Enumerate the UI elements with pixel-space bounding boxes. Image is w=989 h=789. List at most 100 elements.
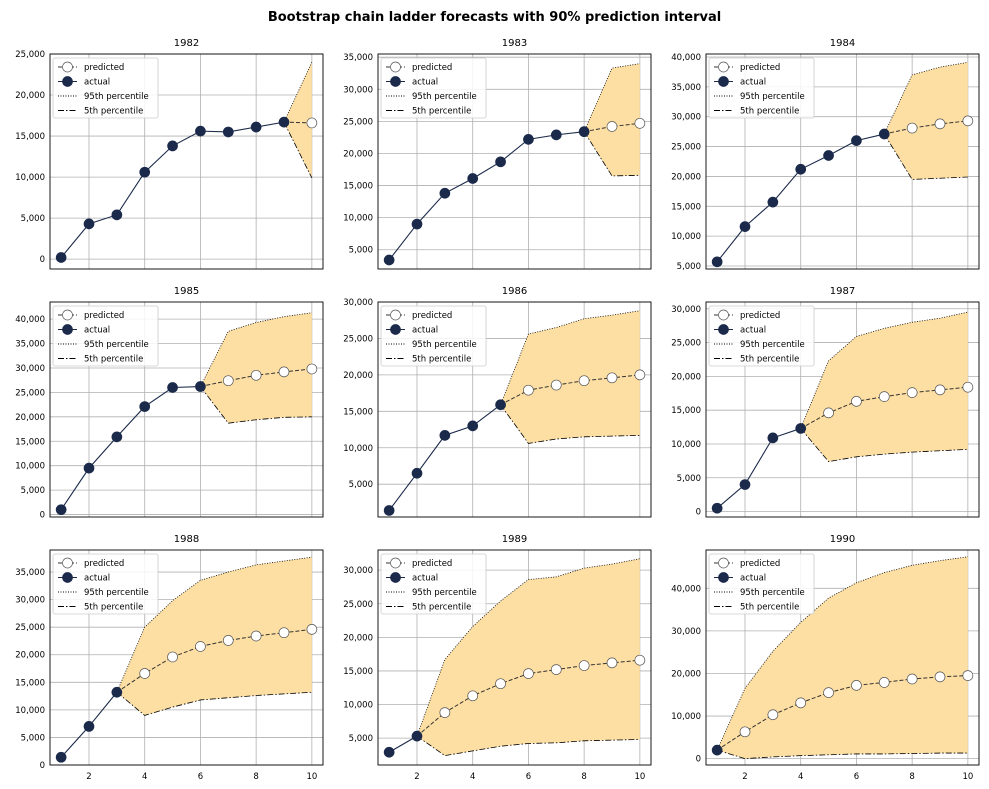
predicted-point [250,369,262,381]
prediction-band [800,312,968,462]
panel-1986: 1986 5,000 10,000 15,000 20,000 25,000 30,000 p… [343,286,652,518]
y-tick-label: 10,000 [343,444,373,454]
y-tick-label: 20,000 [671,372,701,382]
y-tick-label: 10,000 [343,701,373,711]
y-tick-label: 20,000 [343,633,373,643]
x-tick-label: 10 [634,772,645,782]
p95-line [500,310,640,405]
y-tick-label: 15,000 [343,407,373,417]
legend-marker-predicted [390,309,401,321]
actual-point [111,431,123,443]
panel-1990: 1990 0 10,000 20,000 30,000 40,000 2 4 6 8 10 predi… [671,534,980,782]
legend-label: 5th percentile [84,355,143,365]
actual-point [222,126,234,138]
predicted-point [962,115,974,127]
actual-point [195,125,206,137]
legend: predicted actual 95th percentile 5th percen… [380,553,487,615]
predicted-point [195,641,206,652]
panel-title: 1988 [174,534,199,545]
panel-1985: 1985 0 5,000 10,000 15,000 20,000 25,000 30,000… [15,286,324,521]
legend-label: 5th percentile [412,107,471,117]
predicted-line [716,675,968,751]
actual-point [711,502,723,514]
axes-frame [377,53,652,270]
actual-point [578,126,590,138]
legend-marker-predicted [62,61,73,73]
actual-point [55,252,67,263]
panel-1989: 1989 5,000 10,000 15,000 20,000 25,000 30,000 2… [343,534,652,782]
legend-label: predicted [740,559,780,569]
x-tick-label: 10 [962,772,973,782]
y-tick-label: 40,000 [15,315,45,325]
legend-box [52,553,159,615]
legend-label: 5th percentile [412,603,471,613]
legend-label: 5th percentile [740,603,799,613]
legend: predicted actual 95th percentile 5th percen… [52,305,159,367]
actual-point [411,218,423,230]
axes-frame [377,549,652,766]
predicted-point [739,726,751,738]
actual-point [851,135,862,146]
predicted-point [906,122,918,134]
actual-point [439,430,451,441]
p95-line [116,556,312,693]
y-tick-label: 15,000 [15,678,45,688]
p95-line [883,61,968,135]
panel-title: 1983 [502,38,527,49]
legend-label: actual [412,78,438,88]
predicted-line [884,120,968,135]
legend-box [52,305,159,367]
predicted-point [906,387,918,398]
predicted-point [550,664,562,675]
actual-point [767,196,779,208]
actual-point [550,129,562,141]
legend-label: predicted [84,559,124,569]
y-tick-label: 5,000 [349,480,373,490]
y-tick-label: 15,000 [15,437,45,447]
predicted-line [584,122,640,133]
legend-marker-actual [390,572,401,583]
legend-box [708,57,815,119]
x-tick-label: 6 [198,772,203,782]
actual-point [250,121,262,133]
legend-label: 95th percentile [84,92,149,102]
actual-point [383,505,395,516]
y-tick-label: 10,000 [671,712,701,722]
legend: predicted actual 95th percentile 5th percen… [708,57,815,119]
y-tick-label: 0 [696,755,701,765]
predicted-point [962,670,974,681]
panel-1982: 1982 0 5,000 10,000 15,000 20,000 25,000 predic… [15,38,324,270]
predicted-point [439,707,451,718]
legend-marker-predicted [62,557,73,569]
actual-line [388,735,418,753]
predicted-point [222,635,234,646]
legend-marker-predicted [718,557,729,569]
y-tick-label: 25,000 [15,50,45,60]
p95-line [416,558,640,737]
prediction-band [200,312,312,424]
y-tick-label: 15,000 [343,667,373,677]
axes-frame [705,301,980,518]
actual-point [383,254,395,266]
y-tick-label: 30,000 [343,298,373,308]
x-tick-label: 8 [909,772,914,782]
panel-1983: 1983 5,000 10,000 15,000 20,000 25,000 30,000 3… [343,38,652,270]
y-tick-label: 35,000 [15,568,45,578]
predicted-point [851,396,862,407]
actual-point [767,432,779,444]
legend-label: predicted [740,311,780,321]
y-tick-label: 10,000 [15,706,45,716]
actual-point [439,187,451,199]
y-tick-label: 30,000 [343,566,373,576]
actual-point [411,730,423,742]
y-tick-label: 20,000 [671,172,701,182]
y-tick-label: 5,000 [21,486,45,496]
predicted-point [934,118,946,130]
y-tick-label: 15,000 [671,202,701,212]
predicted-point [278,366,290,378]
y-tick-label: 25,000 [343,334,373,344]
actual-point [167,140,178,152]
panel-title: 1987 [830,286,855,297]
predicted-point [878,391,890,403]
predicted-point [606,657,618,669]
